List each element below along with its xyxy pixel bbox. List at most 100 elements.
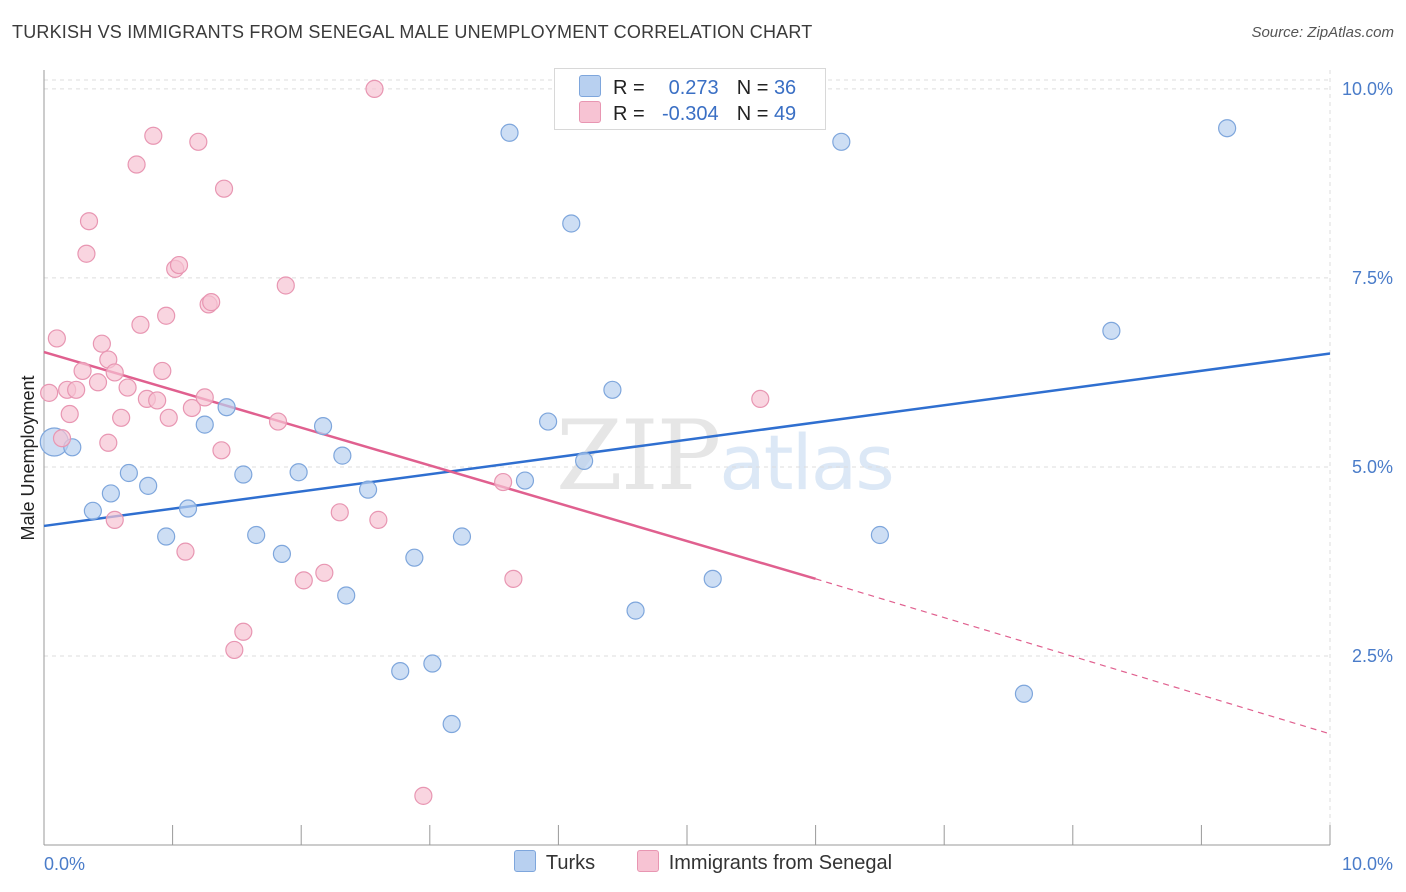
- turks-point: [178, 499, 198, 518]
- legend-n-label: N =: [736, 77, 769, 99]
- senegal-point: [414, 786, 433, 805]
- chart-title: TURKISH VS IMMIGRANTS FROM SENEGAL MALE …: [12, 22, 813, 42]
- senegal-point: [105, 363, 124, 382]
- senegal-point: [73, 361, 92, 381]
- senegal-point: [47, 329, 66, 348]
- senegal-point: [315, 563, 334, 582]
- y-axis-label: Male Unemployment: [18, 375, 38, 540]
- legend-n-label: N =: [736, 103, 769, 125]
- legend-r-label: R =: [613, 77, 645, 99]
- turks-point: [562, 214, 581, 233]
- series-legend: Turks Immigrants from Senegal: [0, 850, 1406, 875]
- turks-point: [234, 465, 253, 484]
- turks-point: [391, 661, 410, 681]
- senegal-point: [176, 542, 195, 561]
- senegal-point: [144, 126, 163, 145]
- senegal-point: [330, 503, 349, 522]
- senegal-point: [112, 408, 131, 427]
- turks-point: [500, 123, 519, 142]
- turks-point: [289, 463, 308, 482]
- senegal-point: [52, 429, 72, 448]
- turks-trend-line: [43, 352, 1331, 528]
- legend-swatch-senegal: [636, 850, 659, 872]
- turks-point: [539, 412, 558, 431]
- senegal-point: [182, 398, 201, 418]
- grid-lines: [44, 70, 1331, 845]
- senegal-trend-extension: [815, 578, 1331, 735]
- senegal-point: [751, 389, 770, 409]
- turks-point: [442, 714, 461, 734]
- senegal-point: [159, 408, 178, 427]
- legend-swatch-turks: [579, 75, 601, 97]
- turks-point: [603, 380, 622, 399]
- legend-n-value: 36: [773, 77, 797, 99]
- turks-point: [157, 527, 176, 546]
- senegal-point: [504, 569, 523, 588]
- turks-point: [272, 544, 292, 564]
- legend-n-value: 49: [773, 103, 797, 125]
- turks-point: [1102, 321, 1121, 340]
- turks-point: [83, 501, 102, 520]
- senegal-point: [294, 571, 313, 590]
- legend-label-turks: Turks: [545, 852, 596, 874]
- senegal-point: [153, 361, 172, 381]
- turks-point: [703, 569, 722, 588]
- senegal-point: [202, 293, 221, 312]
- senegal-point: [276, 276, 295, 295]
- stats-legend: R = 0.273 N = 36 R = -0.304 N = 49: [554, 68, 826, 130]
- senegal-point: [268, 412, 288, 431]
- turks-point: [337, 586, 356, 605]
- legend-row-senegal: R = -0.304 N = 49: [579, 101, 796, 125]
- turks-point: [1014, 684, 1034, 703]
- turks-point: [870, 525, 890, 545]
- senegal-point: [67, 380, 86, 399]
- legend-item-turks: Turks: [513, 850, 596, 875]
- senegal-point: [169, 255, 189, 275]
- senegal-point: [157, 306, 176, 325]
- senegal-point: [234, 622, 253, 641]
- axis-labels: 2.5% 5.0% 7.5% 10.0% 0.0% 10.0% Male Unemploym…: [18, 79, 1393, 874]
- senegal-point: [99, 433, 118, 452]
- turks-point: [195, 415, 214, 434]
- senegal-point: [79, 212, 99, 231]
- senegal-point: [214, 179, 234, 198]
- senegal-point: [494, 472, 513, 492]
- legend-r-value: -0.304: [661, 103, 719, 125]
- axes: [43, 70, 1331, 846]
- turks-point: [217, 398, 236, 417]
- y-tick-label: 5.0%: [1352, 457, 1393, 477]
- y-tick-label: 2.5%: [1352, 646, 1393, 666]
- trend-lines: [43, 350, 1331, 735]
- data-points: [39, 79, 1237, 805]
- senegal-point: [189, 132, 208, 151]
- senegal-point: [369, 510, 388, 529]
- senegal-point: [77, 244, 96, 263]
- senegal-point: [365, 79, 384, 99]
- legend-r-label: R =: [613, 103, 645, 125]
- turks-point: [832, 132, 851, 151]
- turks-point: [405, 548, 424, 567]
- senegal-point: [225, 640, 244, 660]
- senegal-point: [40, 383, 59, 402]
- turks-point: [139, 476, 158, 495]
- source-label: Source: ZipAtlas.com: [1251, 24, 1394, 41]
- senegal-point: [148, 391, 167, 410]
- turks-point: [333, 446, 352, 465]
- senegal-point: [105, 510, 124, 529]
- legend-swatch-senegal: [579, 101, 601, 123]
- y-tick-label: 7.5%: [1352, 268, 1393, 288]
- turks-point: [247, 525, 266, 545]
- x-tick-label: 0.0%: [44, 854, 85, 874]
- turks-point: [313, 417, 333, 436]
- legend-item-senegal: Immigrants from Senegal: [636, 850, 892, 875]
- y-tick-label: 10.0%: [1342, 79, 1393, 99]
- legend-row-turks: R = 0.273 N = 36: [579, 75, 796, 99]
- senegal-point: [92, 334, 111, 353]
- senegal-trend-line: [43, 350, 816, 581]
- x-tick-label: 10.0%: [1342, 854, 1393, 874]
- senegal-point: [60, 404, 79, 424]
- senegal-point: [212, 441, 231, 460]
- turks-point: [1218, 119, 1237, 138]
- turks-point: [119, 463, 138, 483]
